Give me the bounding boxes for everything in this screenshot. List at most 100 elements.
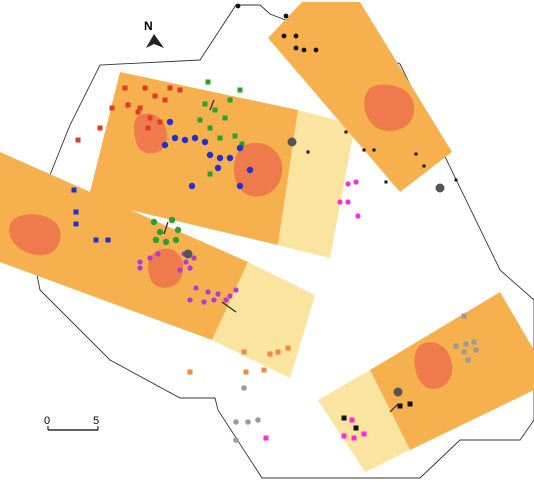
purple-dot-marker	[183, 259, 189, 265]
red-square-marker	[145, 125, 151, 131]
black-small-dot-marker	[235, 3, 241, 9]
blue-dot-marker	[216, 154, 224, 162]
red-square-marker	[135, 109, 141, 115]
north-arrow: N	[144, 19, 164, 48]
band-2-patch-b	[148, 248, 184, 288]
purple-dot-marker	[233, 287, 239, 293]
purple-dot-marker	[201, 299, 207, 305]
magenta-dot-marker	[337, 199, 343, 205]
gray-dot-marker	[245, 419, 251, 425]
blue-dot-marker	[236, 144, 244, 152]
red-square-marker	[142, 85, 148, 91]
purple-dot-marker	[193, 285, 199, 291]
red-square-marker	[122, 85, 128, 91]
green-dot-marker	[156, 228, 164, 236]
band-3-patch	[364, 84, 415, 131]
green-square-marker	[217, 135, 223, 141]
magenta-square-marker	[349, 417, 355, 423]
black-tiny-square-marker	[384, 180, 388, 184]
blue-dot-marker	[206, 151, 214, 159]
green-square-marker	[197, 117, 203, 123]
red-square-marker	[97, 125, 103, 131]
orange-square-markers	[187, 345, 291, 375]
purple-dot-marker	[187, 265, 193, 271]
band-2-patch-a	[9, 214, 61, 256]
black-tiny-square-markers	[306, 130, 458, 184]
purple-dot-marker	[191, 255, 197, 261]
black-tiny-square-marker	[344, 130, 348, 134]
green-dot-marker	[162, 238, 170, 246]
black-square-marker	[353, 425, 359, 431]
green-square-marker	[205, 79, 211, 85]
blue-dot-marker	[166, 118, 174, 126]
black-small-dot-marker	[293, 45, 299, 51]
blue-dot-marker	[201, 138, 209, 146]
black-small-dot-marker	[281, 33, 287, 39]
magenta-dot-markers	[337, 179, 361, 219]
green-square-markers	[197, 79, 245, 177]
red-square-marker	[177, 87, 183, 93]
purple-dot-marker	[205, 289, 211, 295]
black-small-dot-marker	[283, 13, 289, 19]
magenta-square-marker	[361, 431, 367, 437]
orange-square-marker	[275, 349, 281, 355]
black-tiny-square-marker	[362, 148, 366, 152]
red-square-marker	[137, 105, 143, 111]
orange-square-marker	[261, 367, 267, 373]
green-square-marker	[212, 107, 218, 113]
orange-square-marker	[267, 351, 273, 357]
scale-label-end: 5	[93, 415, 99, 427]
blue-dot-marker	[226, 154, 234, 162]
red-square-marker	[152, 93, 158, 99]
purple-dot-marker	[137, 265, 143, 271]
gray-square-marker	[465, 357, 471, 363]
blue-square-marker	[93, 237, 99, 243]
dark-gray-large-dot-marker	[183, 249, 193, 259]
dark-gray-large-dot-marker	[393, 387, 403, 397]
purple-dot-marker	[227, 293, 233, 299]
black-tiny-square-marker	[454, 178, 458, 182]
band-2-orange	[0, 152, 248, 340]
pointer-4	[389, 403, 399, 413]
black-tiny-square-marker	[422, 164, 426, 168]
purple-dot-marker	[177, 267, 183, 273]
magenta-square-marker	[341, 433, 347, 439]
magenta-dot-marker	[345, 199, 351, 205]
red-square-marker	[75, 137, 81, 143]
gray-square-marker	[463, 341, 469, 347]
gray-square-marker	[473, 347, 479, 353]
pointers	[163, 99, 399, 413]
orange-square-marker	[285, 345, 291, 351]
scale-bar: 0 5	[44, 415, 99, 431]
black-small-dot-markers	[235, 3, 319, 53]
blue-dot-marker	[181, 136, 189, 144]
magenta-square-marker	[351, 435, 357, 441]
blue-dot-markers	[161, 118, 254, 190]
pointer-3	[221, 301, 237, 313]
black-square-marker	[407, 401, 413, 407]
black-small-dot-marker	[293, 33, 299, 39]
green-dot-marker	[152, 236, 160, 244]
blue-dot-marker	[171, 134, 179, 142]
blue-dot-marker	[191, 134, 199, 142]
purple-dot-marker	[215, 291, 221, 297]
black-small-dot-marker	[301, 47, 307, 53]
red-square-marker	[167, 85, 173, 91]
red-square-markers	[75, 85, 183, 143]
blue-dot-marker	[246, 166, 254, 174]
black-square-markers	[341, 401, 413, 431]
dark-gray-large-dot-marker	[435, 183, 445, 193]
purple-dot-marker	[223, 297, 229, 303]
green-dot-markers	[150, 216, 182, 246]
green-square-marker	[237, 87, 243, 93]
purple-dot-marker	[211, 297, 217, 303]
green-square-marker	[207, 125, 213, 131]
green-square-marker	[239, 141, 245, 147]
magenta-dot-marker	[345, 181, 351, 187]
dark-gray-large-dot-markers	[183, 137, 445, 397]
north-label: N	[144, 19, 153, 33]
green-square-marker	[207, 171, 213, 177]
red-square-marker	[109, 105, 115, 111]
scale-label-start: 0	[44, 415, 50, 427]
